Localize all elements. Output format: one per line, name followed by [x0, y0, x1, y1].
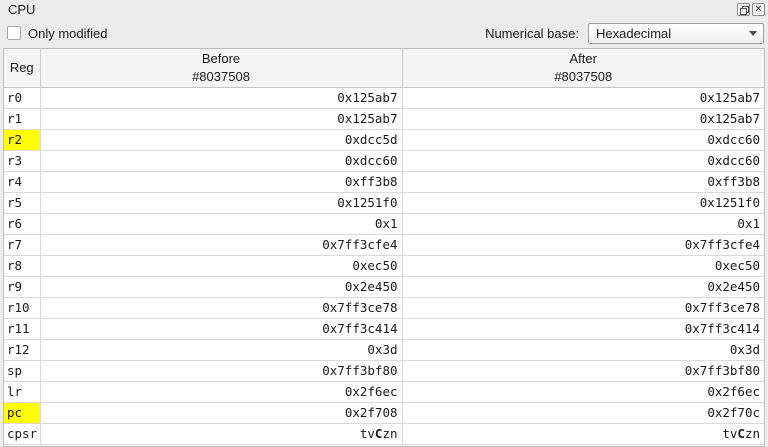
register-before-value[interactable]: 0x7ff3bf80 — [40, 360, 403, 382]
register-before-value[interactable]: 0x7ff3ce78 — [40, 297, 403, 319]
register-after-value[interactable]: tvCzn — [402, 423, 764, 445]
table-row: r10 0x7ff3ce78 0x7ff3ce78 — [4, 297, 764, 319]
register-after-value[interactable]: 0x1251f0 — [402, 192, 764, 214]
close-icon: ✕ — [754, 3, 763, 15]
register-after-value[interactable]: 0xff3b8 — [402, 171, 764, 193]
register-before-value[interactable]: 0xdcc60 — [40, 150, 403, 172]
register-name-cell[interactable]: r7 — [4, 234, 41, 256]
header-after-subtitle: #8037508 — [554, 68, 613, 84]
register-before-value[interactable]: 0x3d — [40, 339, 403, 361]
table-row: r9 0x2e450 0x2e450 — [4, 276, 764, 298]
header-before-subtitle: #8037508 — [192, 68, 250, 84]
register-name-cell[interactable]: lr — [4, 381, 41, 403]
register-before-value[interactable]: 0x2f6ec — [40, 381, 403, 403]
float-button[interactable] — [737, 2, 750, 16]
table-row: cpsr tvCzn tvCzn — [4, 423, 764, 445]
register-after-value[interactable]: 0x7ff3cfe4 — [402, 234, 764, 256]
register-after-value[interactable]: 0x125ab7 — [402, 108, 764, 130]
close-button[interactable]: ✕ — [752, 2, 765, 16]
register-before-value[interactable]: 0xdcc5d — [40, 129, 403, 151]
toolbar: Only modified Numerical base: Hexadecima… — [0, 18, 768, 48]
register-after-value[interactable]: 0x2e450 — [402, 276, 764, 298]
register-name-cell[interactable]: r1 — [4, 108, 41, 130]
table-row: sp 0x7ff3bf80 0x7ff3bf80 — [4, 360, 764, 382]
register-after-value[interactable]: 0x7ff3c414 — [402, 318, 764, 340]
header-before-title: Before — [201, 51, 241, 67]
register-after-value[interactable]: 0x2f70c — [402, 402, 764, 424]
titlebar: CPU ✕ — [0, 0, 768, 18]
register-before-value[interactable]: 0x125ab7 — [40, 87, 403, 109]
header-after-title: After — [569, 51, 597, 67]
chevron-down-icon — [749, 30, 757, 36]
register-before-value[interactable]: 0x2f708 — [40, 402, 403, 424]
panel-title: CPU — [8, 1, 36, 17]
register-before-value[interactable]: 0x1 — [40, 213, 403, 235]
register-name-cell[interactable]: r6 — [4, 213, 41, 235]
register-name-cell[interactable]: pc — [4, 402, 41, 424]
register-before-value[interactable]: 0x7ff3c414 — [40, 318, 403, 340]
register-name-cell[interactable]: sp — [4, 360, 41, 382]
register-name-cell[interactable]: r11 — [4, 318, 41, 340]
table-row: r12 0x3d 0x3d — [4, 339, 764, 361]
numerical-base-value: Hexadecimal — [596, 25, 672, 41]
register-before-value[interactable]: 0x2e450 — [40, 276, 403, 298]
table-row: pc 0x2f708 0x2f70c — [4, 402, 764, 424]
register-after-value[interactable]: 0x2f6ec — [402, 381, 764, 403]
header-before[interactable]: Before #8037508 — [40, 49, 403, 88]
register-after-value[interactable]: 0x1 — [402, 213, 764, 235]
register-after-value[interactable]: 0x3d — [402, 339, 764, 361]
register-table-area: Reg Before #8037508 After #8037508 r0 0x1… — [3, 48, 765, 447]
register-name-cell[interactable]: r2 — [4, 129, 41, 151]
register-name-cell[interactable]: r9 — [4, 276, 41, 298]
register-name-cell[interactable]: r8 — [4, 255, 41, 277]
float-icon — [740, 5, 749, 15]
register-after-value[interactable]: 0xdcc60 — [402, 129, 764, 151]
table-row: r4 0xff3b8 0xff3b8 — [4, 171, 764, 193]
register-name-cell[interactable]: r5 — [4, 192, 41, 214]
table-row: r0 0x125ab7 0x125ab7 — [4, 87, 764, 109]
register-after-value[interactable]: 0x7ff3bf80 — [402, 360, 764, 382]
register-after-value[interactable]: 0xec50 — [402, 255, 764, 277]
register-name-cell[interactable]: r3 — [4, 150, 41, 172]
table-row: r11 0x7ff3c414 0x7ff3c414 — [4, 318, 764, 340]
register-before-value[interactable]: 0xec50 — [40, 255, 403, 277]
register-table: Reg Before #8037508 After #8037508 r0 0x1… — [4, 49, 764, 445]
table-row: r6 0x1 0x1 — [4, 213, 764, 235]
register-name-cell[interactable]: r12 — [4, 339, 41, 361]
header-reg[interactable]: Reg — [4, 49, 41, 88]
register-after-value[interactable]: 0x125ab7 — [402, 87, 764, 109]
table-row: lr 0x2f6ec 0x2f6ec — [4, 381, 764, 403]
header-row: Reg Before #8037508 After #8037508 — [4, 49, 764, 88]
table-row: r7 0x7ff3cfe4 0x7ff3cfe4 — [4, 234, 764, 256]
table-row: r2 0xdcc5d 0xdcc60 — [4, 129, 764, 151]
table-row: r8 0xec50 0xec50 — [4, 255, 764, 277]
register-name-cell[interactable]: r4 — [4, 171, 41, 193]
numerical-base-label: Numerical base: — [485, 25, 579, 41]
table-row: r1 0x125ab7 0x125ab7 — [4, 108, 764, 130]
register-name-cell[interactable]: cpsr — [4, 423, 41, 445]
header-after[interactable]: After #8037508 — [402, 49, 764, 88]
register-after-value[interactable]: 0x7ff3ce78 — [402, 297, 764, 319]
table-row: r5 0x1251f0 0x1251f0 — [4, 192, 764, 214]
only-modified-label: Only modified — [28, 25, 108, 41]
register-after-value[interactable]: 0xdcc60 — [402, 150, 764, 172]
register-before-value[interactable]: 0x1251f0 — [40, 192, 403, 214]
register-before-value[interactable]: 0x125ab7 — [40, 108, 403, 130]
only-modified-checkbox[interactable]: Only modified — [7, 26, 107, 41]
register-before-value[interactable]: 0xff3b8 — [40, 171, 403, 193]
checkbox-box[interactable] — [7, 26, 21, 40]
register-name-cell[interactable]: r10 — [4, 297, 41, 319]
table-row: r3 0xdcc60 0xdcc60 — [4, 150, 764, 172]
numerical-base-select[interactable]: Hexadecimal — [588, 22, 764, 44]
register-before-value[interactable]: 0x7ff3cfe4 — [40, 234, 403, 256]
register-name-cell[interactable]: r0 — [4, 87, 41, 109]
register-before-value[interactable]: tvCzn — [40, 423, 403, 445]
